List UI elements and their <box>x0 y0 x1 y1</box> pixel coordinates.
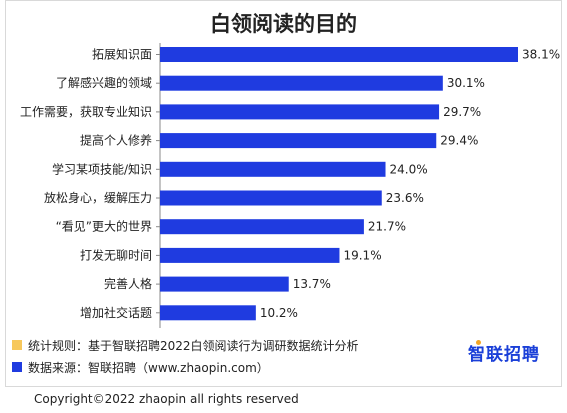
category-label: 增加社交话题 <box>80 305 152 320</box>
note-rule: 统计规则：基于智联招聘2022白领阅读行为调研数据统计分析 <box>12 334 359 356</box>
category-label: 提高个人修养 <box>80 133 152 148</box>
value-label: 10.2% <box>260 306 298 320</box>
bar <box>160 247 340 263</box>
value-label: 29.4% <box>440 134 478 148</box>
bar <box>160 276 289 292</box>
note-rule-swatch <box>12 340 22 350</box>
category-label: 学习某项技能/知识 <box>52 161 152 176</box>
category-label: 完善人格 <box>104 276 152 291</box>
value-label: 30.1% <box>447 76 485 90</box>
category-label: 打发无聊时间 <box>80 247 152 262</box>
bar <box>160 190 382 206</box>
bar <box>160 161 386 177</box>
value-label: 38.1% <box>522 48 560 62</box>
value-label: 24.0% <box>390 162 428 176</box>
category-label: 放松身心，缓解压力 <box>44 190 152 205</box>
bar <box>160 219 364 235</box>
chart-title: 白领阅读的目的 <box>210 12 357 36</box>
value-label: 21.7% <box>368 220 406 234</box>
bar <box>160 75 443 91</box>
note-rule-text: 统计规则：基于智联招聘2022白领阅读行为调研数据统计分析 <box>28 338 359 353</box>
note-source-text: 数据来源：智联招聘（www.zhaopin.com） <box>28 360 269 375</box>
category-label: 拓展知识面 <box>92 48 152 62</box>
category-label: “看见”更大的世界 <box>56 219 152 234</box>
bar <box>160 133 437 149</box>
category-label: 了解感兴趣的领域 <box>56 75 152 90</box>
copyright-text: Copyright©2022 zhaopin all rights reserv… <box>34 392 299 406</box>
note-source: 数据来源：智联招聘（www.zhaopin.com） <box>12 356 359 378</box>
value-label: 29.7% <box>443 105 481 119</box>
bar <box>160 104 440 120</box>
value-label: 13.7% <box>293 277 331 291</box>
value-label: 23.6% <box>386 191 424 205</box>
note-source-swatch <box>12 362 22 372</box>
category-label: 工作需要，获取专业知识 <box>20 104 152 119</box>
bar <box>160 47 518 62</box>
logo-dot-icon <box>476 340 481 345</box>
value-label: 19.1% <box>343 248 381 262</box>
bar <box>160 305 256 321</box>
footer-notes: 统计规则：基于智联招聘2022白领阅读行为调研数据统计分析 数据来源：智联招聘（… <box>12 334 359 378</box>
zhaopin-logo: 智联招聘 <box>468 345 540 365</box>
